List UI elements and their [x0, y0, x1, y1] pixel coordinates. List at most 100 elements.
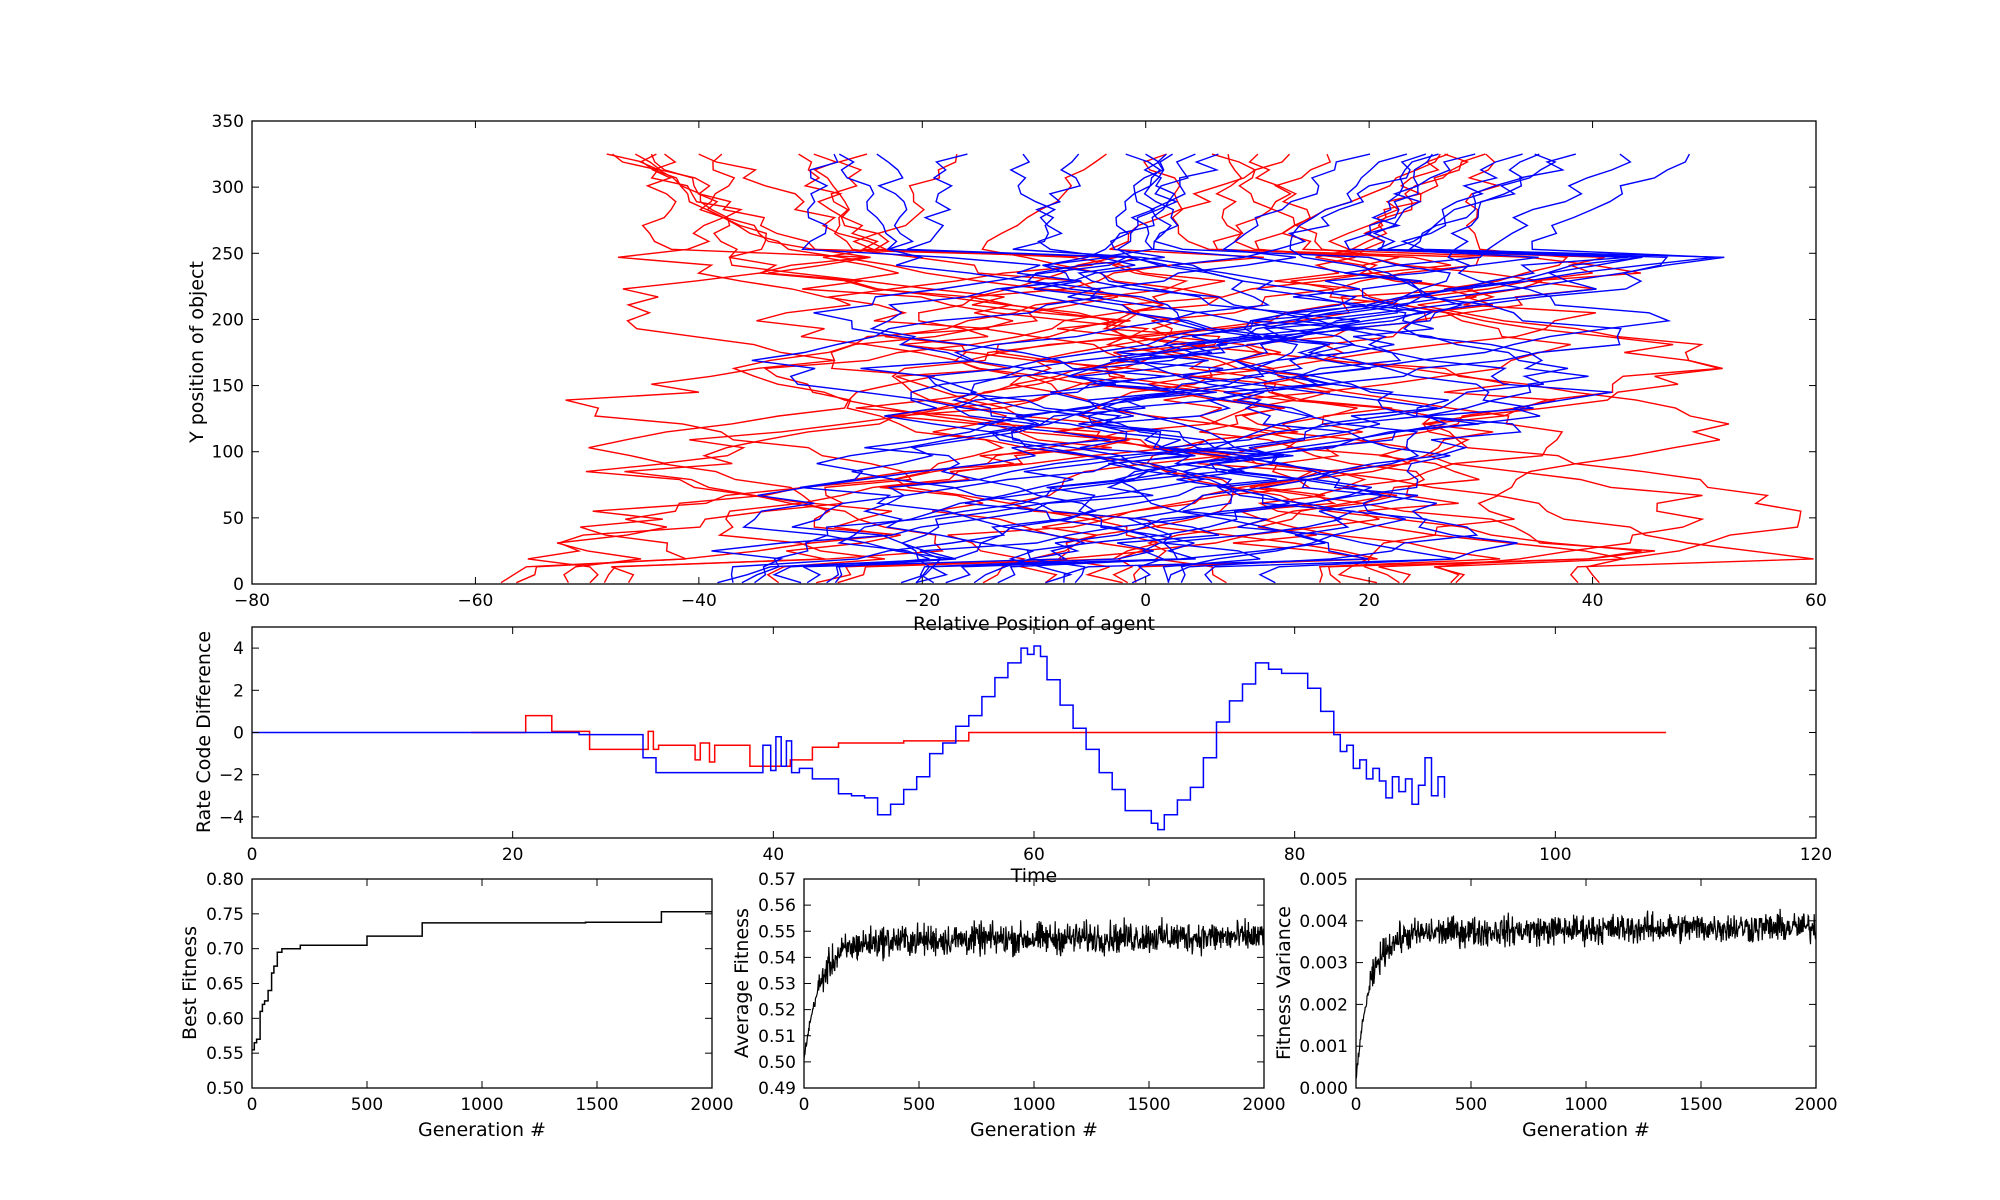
trajectory-line [816, 153, 1605, 584]
best-fitness-ticks: 0 500 1000 1500 2000 0.50 0.55 0.60 0.65 0.70 0.75… [206, 870, 733, 1115]
average-fitness-y-label: Average Fitness [731, 908, 753, 1058]
trajectory-line [915, 153, 1629, 584]
x-tick-label: 500 [903, 1095, 935, 1115]
y-tick-label: 350 [212, 112, 244, 132]
trajectory-line [791, 153, 1271, 584]
trajectory-y-label: Y position of object [186, 261, 208, 444]
x-tick-label: 60 [1023, 845, 1045, 865]
y-tick-label: 250 [212, 244, 244, 264]
fitness-variance-x-label: Generation # [1522, 1119, 1650, 1141]
x-tick-label: 20 [1358, 591, 1380, 611]
trajectory-line [741, 153, 1111, 584]
y-tick-label: 0.57 [758, 870, 796, 890]
trajectory-line [945, 153, 1669, 584]
y-tick-label: 0.60 [206, 1009, 244, 1029]
trajectory-line [612, 153, 1642, 584]
y-tick-label: 0.80 [206, 870, 244, 890]
trajectory-line [603, 153, 1109, 584]
average-fitness-plot: 0 500 1000 1500 2000 0.49 0.50 0.51 0.52 0.53 0.54… [731, 870, 1286, 1141]
y-tick-label: 0.001 [1299, 1037, 1348, 1057]
trajectory-line [1417, 153, 1723, 584]
y-tick-label: 0.65 [206, 975, 244, 995]
average-fitness-axes-frame [803, 878, 1265, 1089]
trajectory-line [730, 153, 1371, 583]
x-tick-label: 2000 [1794, 1095, 1837, 1115]
trajectory-line [1248, 153, 1802, 584]
y-tick-label: 0 [233, 575, 244, 595]
y-tick-label: 0.70 [206, 940, 244, 960]
x-tick-label: 2000 [1242, 1095, 1285, 1115]
y-tick-label: 150 [212, 377, 244, 397]
y-tick-label: 0.002 [1299, 995, 1348, 1015]
trajectory-line [1215, 153, 1564, 583]
trajectory-line [698, 153, 1626, 584]
x-tick-label: 500 [1455, 1095, 1487, 1115]
trajectory-line [1211, 153, 1814, 584]
rate-code-plot: 0 20 40 60 80 100 120 −4 −2 0 2 4 Time Rate Code Di… [193, 626, 1832, 887]
x-tick-label: 120 [1800, 845, 1832, 865]
y-tick-label: 4 [233, 639, 244, 659]
fitness-variance-series [1356, 908, 1816, 1079]
x-tick-label: 1500 [575, 1095, 618, 1115]
best-fitness-y-label: Best Fitness [179, 926, 201, 1040]
x-tick-label: 1000 [460, 1095, 503, 1115]
trajectory-line [717, 153, 1119, 584]
x-tick-label: 40 [763, 845, 785, 865]
x-tick-label: 20 [502, 845, 524, 865]
x-tick-label: 80 [1284, 845, 1306, 865]
trajectory-line [973, 153, 1356, 584]
rate-code-series-red [471, 714, 1667, 768]
y-tick-label: 200 [212, 310, 244, 330]
trajectory-lines [500, 153, 1814, 584]
y-tick-label: 0.003 [1299, 954, 1348, 974]
trajectory-line [1110, 153, 1522, 584]
trajectory-line [585, 153, 935, 584]
y-tick-label: 0.55 [206, 1044, 244, 1064]
y-tick-label: 0.56 [758, 896, 796, 916]
trajectory-line [1078, 153, 1426, 583]
y-tick-label: 0.75 [206, 905, 244, 925]
trajectory-line [556, 153, 1222, 584]
fitness-variance-y-label: Fitness Variance [1273, 906, 1295, 1060]
y-tick-label: 0.000 [1299, 1079, 1348, 1099]
best-fitness-series [252, 910, 712, 1051]
y-tick-label: 100 [212, 443, 244, 463]
trajectory-line [900, 153, 1632, 584]
y-tick-label: 0.55 [758, 922, 796, 942]
x-tick-label: −40 [681, 591, 717, 611]
y-tick-label: 0.52 [758, 1001, 796, 1021]
rate-code-lines [252, 645, 1667, 831]
rate-code-ticks: 0 20 40 60 80 100 120 −4 −2 0 2 4 [219, 627, 1832, 865]
average-fitness-ticks: 0 500 1000 1500 2000 0.49 0.50 0.51 0.52 0.53 0.54… [758, 870, 1285, 1115]
x-tick-label: 0 [1351, 1095, 1362, 1115]
trajectory-line [997, 153, 1715, 584]
x-tick-label: 2000 [690, 1095, 733, 1115]
y-tick-label: 2 [233, 681, 244, 701]
trajectory-x-label: Relative Position of agent [913, 613, 1155, 635]
y-tick-label: 0.005 [1299, 870, 1348, 890]
x-tick-label: 500 [351, 1095, 383, 1115]
x-tick-label: 40 [1582, 591, 1604, 611]
y-tick-label: 0.50 [206, 1079, 244, 1099]
x-tick-label: 1000 [1012, 1095, 1055, 1115]
trajectory-line [799, 153, 1175, 584]
x-tick-label: 1500 [1127, 1095, 1170, 1115]
average-fitness-series [804, 917, 1264, 1060]
best-fitness-axes-frame [251, 878, 713, 1089]
average-fitness-line [804, 917, 1264, 1060]
trajectory-line [711, 153, 1434, 584]
y-tick-label: 0 [233, 724, 244, 744]
trajectory-line [1029, 153, 1672, 584]
y-tick-label: 0.004 [1299, 912, 1348, 932]
y-tick-label: 0.49 [758, 1079, 796, 1099]
x-tick-label: 100 [1539, 845, 1571, 865]
fitness-variance-plot: 0 500 1000 1500 2000 0.000 0.001 0.002 0.003 0.00… [1273, 870, 1838, 1141]
average-fitness-x-label: Generation # [970, 1119, 1098, 1141]
x-tick-label: 0 [1140, 591, 1151, 611]
x-tick-label: 1000 [1564, 1095, 1607, 1115]
best-fitness-line [252, 910, 712, 1051]
trajectory-line [838, 153, 1284, 584]
trajectory-axes-frame [251, 120, 1817, 585]
x-tick-label: −60 [457, 591, 493, 611]
